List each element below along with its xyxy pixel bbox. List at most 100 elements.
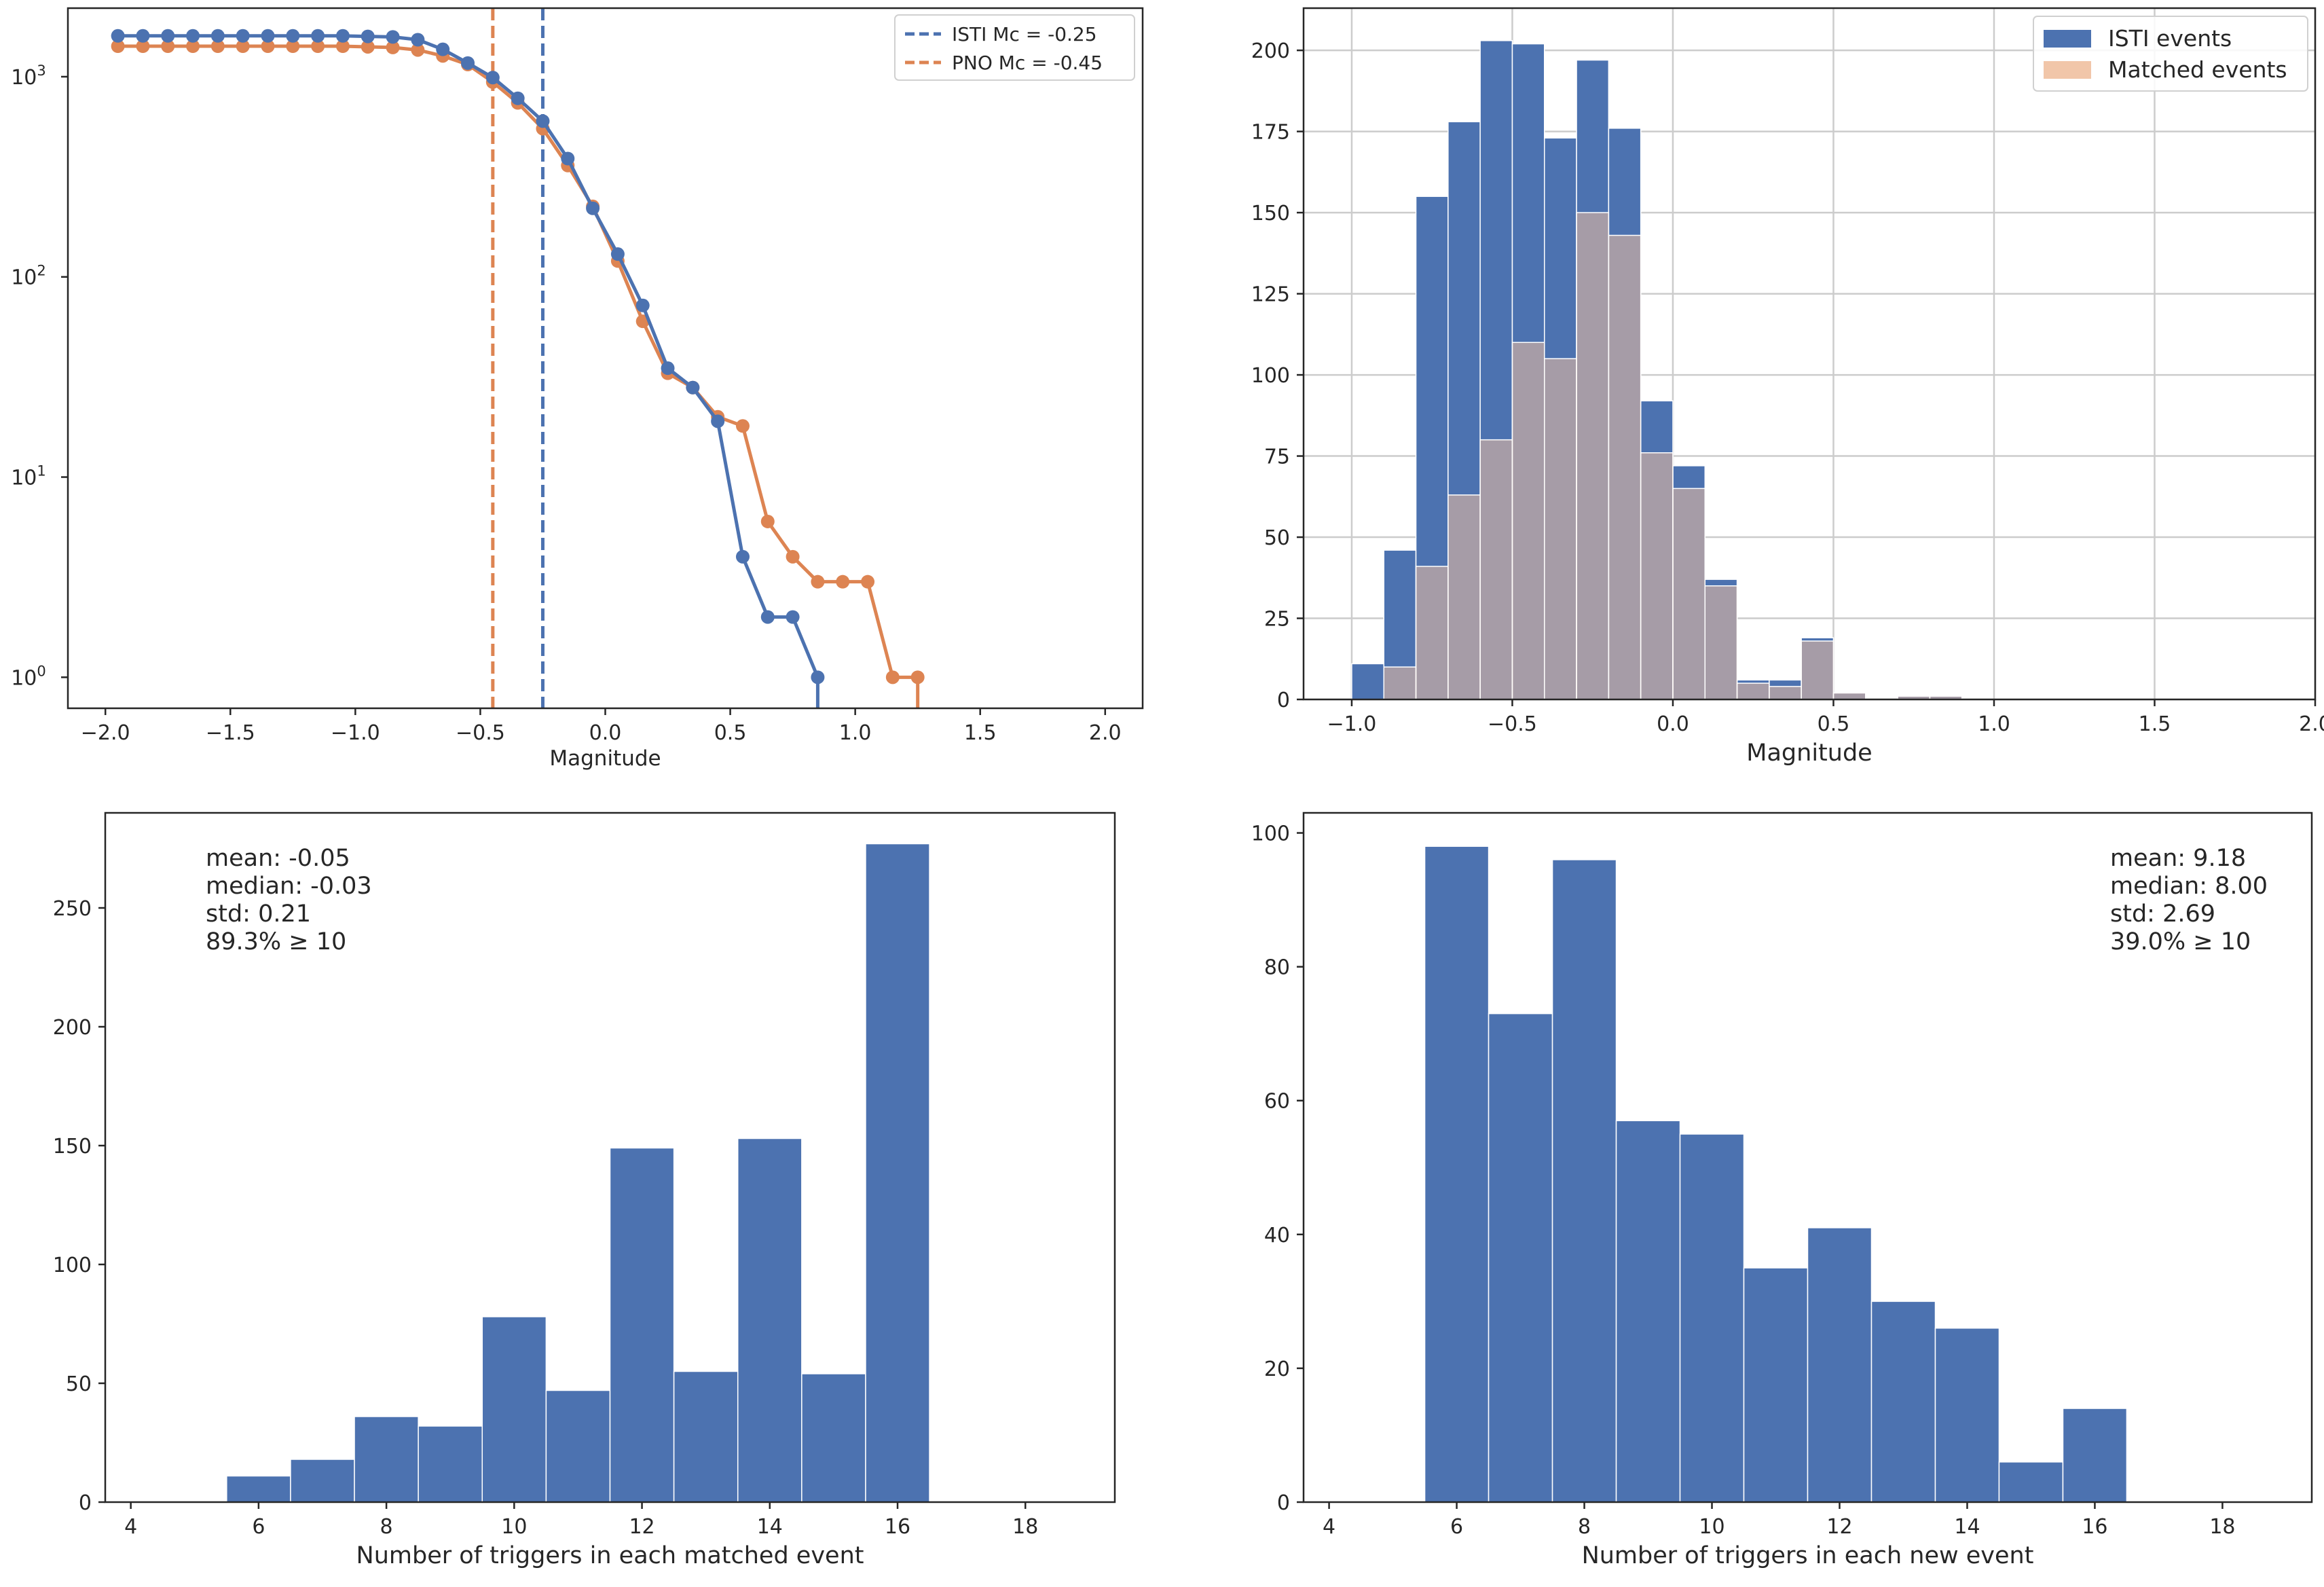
panel-b-xtick-label: −0.5 — [1488, 712, 1537, 736]
series-point-0 — [735, 549, 750, 564]
series-point-0 — [436, 42, 450, 56]
panel-a-ytick-label: 100 — [11, 663, 46, 690]
legend-b: ISTI events Matched events — [2033, 16, 2308, 92]
series-point-0 — [635, 298, 650, 312]
panel-c-stat-text: 89.3% ≥ 10 — [206, 928, 346, 955]
series-point-1 — [386, 40, 400, 54]
series-point-0 — [210, 29, 225, 43]
panel-c-bar-0 — [226, 1475, 291, 1503]
panel-a-xtick-label: 1.0 — [839, 721, 872, 745]
panel-b-bar-1 — [1576, 212, 1610, 700]
panel-c-stat-text: mean: -0.05 — [206, 845, 350, 872]
panel-c-ytick-label: 200 — [53, 1016, 92, 1040]
panel-b-bar-0 — [1351, 663, 1385, 700]
series-point-1 — [361, 39, 375, 54]
series-point-0 — [561, 151, 575, 166]
series-point-0 — [661, 361, 675, 376]
panel-b-ytick-label: 200 — [1251, 39, 1290, 63]
series-point-0 — [686, 380, 700, 395]
panel-d-stat-text: median: 8.00 — [2110, 873, 2268, 900]
panel-d-bar-0 — [1488, 1013, 1553, 1503]
panel-d-xtick-label: 16 — [2082, 1515, 2107, 1539]
legend-swatch-1 — [2044, 61, 2091, 79]
series-point-0 — [536, 114, 550, 128]
panel-c-xtick-label: 8 — [380, 1515, 393, 1539]
panel-d-ytick-label: 0 — [1277, 1491, 1290, 1515]
panel-c-ytick-label: 50 — [66, 1372, 92, 1396]
panel-d-bar-0 — [1934, 1328, 2000, 1503]
panel-c-bar-0 — [545, 1389, 611, 1503]
panel-b-ytick-label: 125 — [1251, 283, 1290, 307]
panel-b-bar-1 — [1383, 666, 1417, 700]
panel-c-ytick-label: 0 — [79, 1491, 92, 1515]
panel-d-ytick-label: 20 — [1264, 1357, 1290, 1381]
panel-b-bar-1 — [1544, 358, 1577, 700]
series-point-1 — [335, 39, 350, 54]
ytick-exponent: 3 — [37, 62, 45, 79]
panel-d-bar-0 — [1615, 1120, 1681, 1503]
series-point-0 — [261, 29, 275, 43]
panel-c-xtick-label: 18 — [1012, 1515, 1038, 1539]
panel-b-xtick-label: −1.0 — [1327, 712, 1377, 736]
panel-c-matched-trigger-histogram: 4 6 8 10 12 14 16 18 0 50 100 150 200 250 Number of tr… — [53, 811, 1116, 1569]
panel-b-bar-1 — [1769, 686, 1802, 700]
panel-c-bar-0 — [418, 1425, 483, 1503]
series-point-0 — [111, 29, 125, 43]
panel-b-bar-1 — [1672, 488, 1706, 700]
panel-b-xtick-label: 0.5 — [1818, 712, 1850, 736]
panel-b-frame — [1302, 7, 2317, 701]
series-point-0 — [711, 414, 725, 428]
series-point-0 — [136, 29, 150, 43]
panel-a-xtick-label: 0.5 — [714, 721, 747, 745]
series-point-1 — [760, 514, 775, 528]
series-point-1 — [836, 574, 850, 589]
panel-c-bar-0 — [609, 1147, 675, 1503]
ytick-base: 10 — [11, 266, 37, 290]
panel-b-ytick-label: 100 — [1251, 364, 1290, 388]
series-point-0 — [461, 56, 475, 70]
panel-c-ytick-label: 150 — [53, 1135, 92, 1159]
legend-a: ISTI Mc = -0.25 PNO Mc = -0.45 — [894, 14, 1135, 81]
series-point-1 — [786, 549, 800, 564]
series-point-0 — [485, 71, 500, 85]
series-point-0 — [361, 29, 375, 43]
series-point-0 — [286, 29, 300, 43]
ytick-base: 10 — [11, 66, 37, 90]
panel-c-bar-0 — [801, 1373, 866, 1503]
series-point-0 — [511, 91, 525, 105]
panel-b-ytick-label: 175 — [1251, 121, 1290, 145]
series-point-1 — [735, 419, 750, 433]
legend-label-1: PNO Mc = -0.45 — [952, 52, 1103, 74]
panel-d-bar-0 — [2062, 1408, 2128, 1503]
panel-c-xtick-label: 14 — [757, 1515, 783, 1539]
panel-d-xtick-label: 14 — [1954, 1515, 1980, 1539]
legend-swatch-0 — [2044, 30, 2091, 48]
legend-box — [2033, 16, 2308, 92]
ytick-base: 10 — [11, 467, 37, 490]
panel-c-ytick-label: 100 — [53, 1254, 92, 1277]
panel-d-stat-text: std: 2.69 — [2110, 900, 2215, 928]
series-line-1 — [117, 44, 918, 679]
panel-d-bar-0 — [1743, 1267, 1809, 1503]
series-point-0 — [610, 247, 625, 261]
panel-d-xtick-label: 10 — [1699, 1515, 1724, 1539]
ytick-exponent: 2 — [37, 263, 45, 279]
panel-c-stat-text: median: -0.03 — [206, 873, 372, 900]
panel-d-stat-text: 39.0% ≥ 10 — [2110, 928, 2251, 955]
panel-d-ytick-label: 80 — [1264, 956, 1290, 980]
panel-b-ytick-label: 50 — [1264, 526, 1290, 550]
series-point-1 — [210, 39, 225, 54]
panel-d-bar-0 — [1870, 1300, 1936, 1503]
series-line-0 — [117, 34, 819, 678]
panel-c-bar-0 — [354, 1416, 419, 1503]
panel-c-xlabel: Number of triggers in each matched event — [356, 1542, 864, 1569]
series-point-0 — [161, 29, 175, 43]
panel-c-bar-0 — [290, 1459, 355, 1503]
panel-a-xtick-label: −0.5 — [456, 721, 505, 745]
panel-a-cumulative-magnitude: −2.0 −1.5 −1.0 −0.5 0.0 0.5 1.0 1.5 2.0100101102… — [11, 7, 1144, 771]
panel-d-xtick-label: 8 — [1578, 1515, 1591, 1539]
panel-d-bar-0 — [1424, 845, 1490, 1503]
panel-a-xtick-label: −2.0 — [81, 721, 130, 745]
panel-b-xtick-label: 2.0 — [2299, 712, 2324, 736]
panel-b-xtick-label: 1.0 — [1978, 712, 2010, 736]
